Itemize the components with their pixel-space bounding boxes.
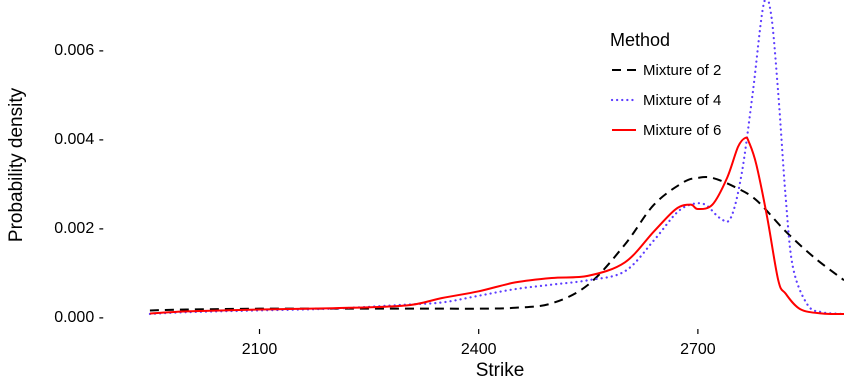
legend-label-1: Mixture of 2 <box>643 62 721 79</box>
x-tick-label: 2700 <box>680 341 716 358</box>
x-axis-label: Strike <box>476 360 525 381</box>
series-lines <box>148 0 844 316</box>
legend-label-2: Mixture of 4 <box>643 92 721 109</box>
legend-label-3: Mixture of 6 <box>643 122 721 139</box>
x-tick-label: 2400 <box>461 341 497 358</box>
series-line-2 <box>148 0 844 316</box>
y-tick-label: 0.000 - <box>54 309 104 326</box>
legend-title: Method <box>610 30 670 50</box>
y-axis-label: Probability density <box>6 87 27 242</box>
series-line-3 <box>149 136 844 316</box>
legend: Method Mixture of 2 Mixture of 4 Mixture o… <box>610 30 721 139</box>
y-tick-label: 0.002 - <box>54 220 104 237</box>
x-tick-label: 2100 <box>242 341 278 358</box>
series-line-1 <box>149 176 844 312</box>
y-tick-label: 0.004 - <box>54 131 104 148</box>
y-tick-label: 0.006 - <box>54 42 104 59</box>
x-axis-ticks: 2100 2400 2700 <box>242 329 716 358</box>
y-axis-ticks: 0.000 - 0.002 - 0.004 - 0.006 - <box>54 42 104 326</box>
